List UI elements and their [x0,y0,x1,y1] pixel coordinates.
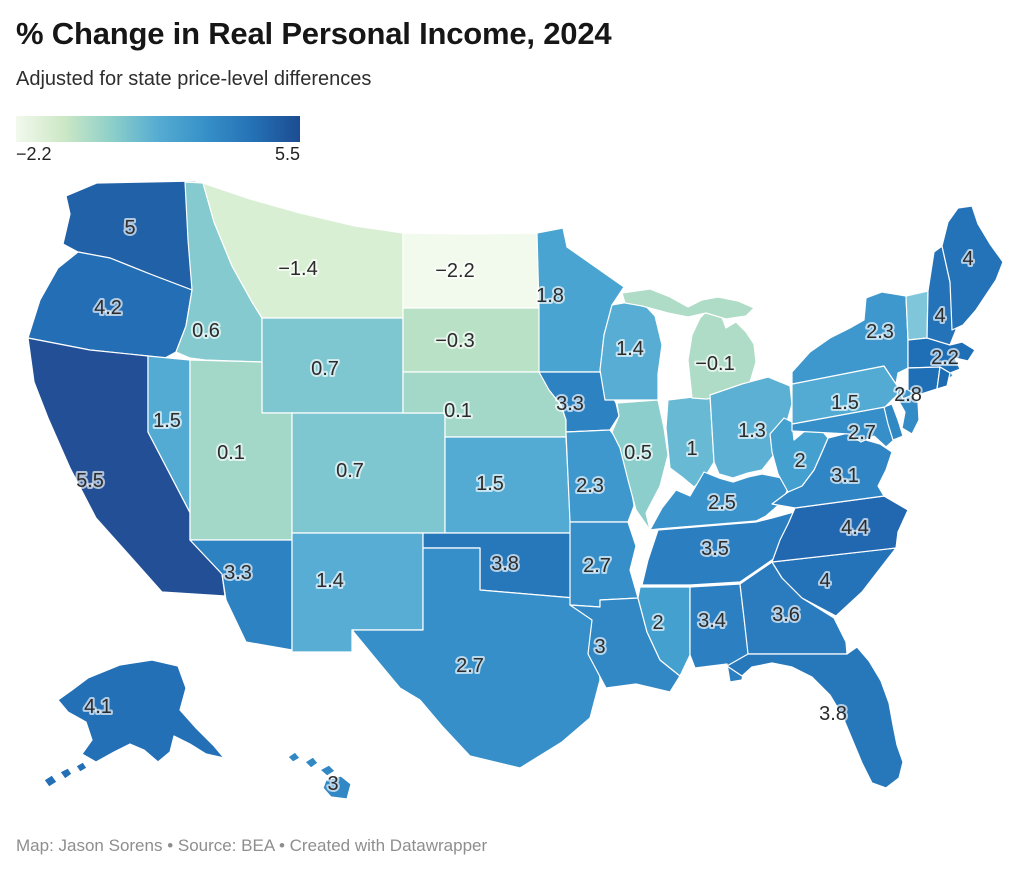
state-wy[interactable] [261,317,404,414]
color-legend: −2.2 5.5 [16,116,300,164]
attribution-footer: Map: Jason Sorens • Source: BEA • Create… [16,836,488,855]
state-ny[interactable] [791,291,909,385]
state-de[interactable] [883,403,904,441]
state-hi[interactable] [322,775,352,800]
state-vt[interactable] [905,290,929,341]
state-me[interactable] [941,205,1004,331]
state-ks[interactable] [444,436,572,534]
state-co[interactable] [291,412,446,534]
page-title: % Change in Real Personal Income, 2024 [16,16,612,51]
legend-min-label: −2.2 [16,144,52,164]
state-ak[interactable] [59,767,73,780]
legend-gradient-bar [16,116,300,142]
state-tn[interactable] [641,506,813,586]
state-ct[interactable] [907,366,941,396]
state-ar[interactable] [569,521,639,608]
legend-max-label: 5.5 [274,144,300,164]
state-nd[interactable] [402,232,540,309]
state-hi[interactable] [287,751,301,763]
page-subtitle: Adjusted for state price-level differenc… [16,68,372,90]
state-ak[interactable] [43,774,58,788]
state-tx[interactable] [351,547,601,769]
state-hi[interactable] [319,764,336,777]
state-ak[interactable] [75,761,88,773]
state-mi[interactable] [621,288,755,320]
state-wi[interactable] [599,299,663,401]
state-sd[interactable] [402,307,542,373]
state-nc[interactable] [771,495,909,563]
state-fl[interactable] [726,646,904,789]
state-ri[interactable] [936,366,951,390]
state-hi[interactable] [304,756,319,769]
state-ak[interactable] [57,659,225,763]
state-ky[interactable] [649,471,793,531]
